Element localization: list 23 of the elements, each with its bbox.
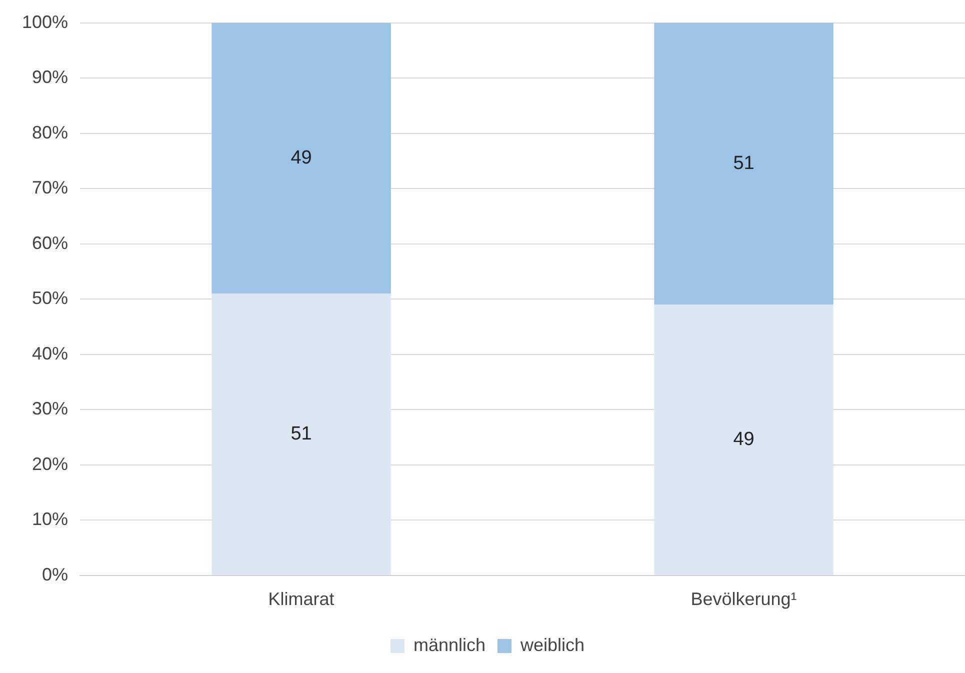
x-tick-label: Klimarat bbox=[268, 589, 334, 610]
bar bbox=[212, 22, 391, 294]
y-tick-label: 80% bbox=[32, 122, 68, 142]
legend-label: männlich bbox=[413, 634, 486, 655]
bar bbox=[212, 294, 391, 575]
y-tick-label: 30% bbox=[32, 398, 68, 419]
data-label: 49 bbox=[733, 428, 754, 450]
y-tick-label: 0% bbox=[42, 564, 68, 584]
bar bbox=[654, 304, 834, 575]
y-tick-label: 40% bbox=[32, 343, 68, 364]
legend-label: weiblich bbox=[520, 634, 585, 655]
y-tick-label: 60% bbox=[32, 232, 68, 253]
y-tick-label: 100% bbox=[22, 12, 68, 32]
x-tick-label: Bevölkerung¹ bbox=[690, 589, 797, 610]
y-tick-label: 70% bbox=[32, 178, 68, 198]
y-tick-label: 10% bbox=[32, 509, 68, 530]
y-tick-label: 20% bbox=[32, 454, 68, 474]
y-tick-label: 50% bbox=[32, 288, 68, 308]
data-label: 51 bbox=[290, 423, 312, 444]
bar bbox=[654, 22, 834, 305]
data-label: 49 bbox=[290, 147, 312, 168]
data-label: 51 bbox=[733, 152, 754, 174]
y-tick-label: 90% bbox=[32, 67, 68, 88]
